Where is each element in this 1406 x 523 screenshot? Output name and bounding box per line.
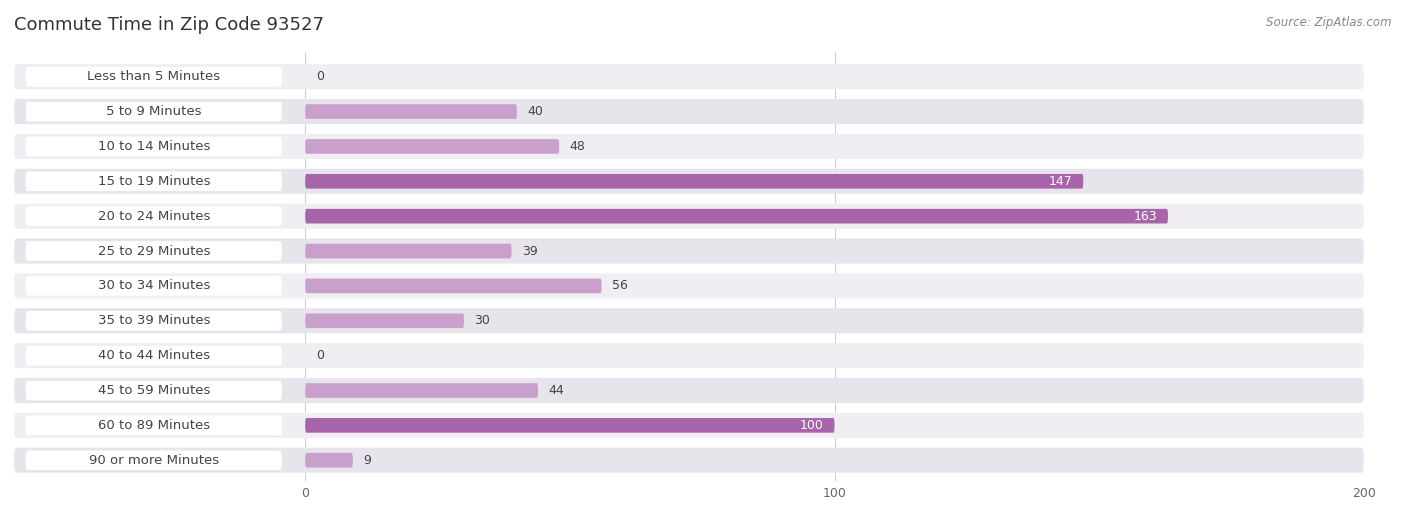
FancyBboxPatch shape	[14, 274, 1364, 299]
FancyBboxPatch shape	[25, 276, 281, 295]
Text: 10 to 14 Minutes: 10 to 14 Minutes	[97, 140, 209, 153]
FancyBboxPatch shape	[25, 102, 281, 121]
Text: 20 to 24 Minutes: 20 to 24 Minutes	[97, 210, 209, 223]
FancyBboxPatch shape	[14, 99, 1364, 124]
FancyBboxPatch shape	[305, 279, 602, 293]
FancyBboxPatch shape	[25, 346, 281, 366]
Text: 163: 163	[1133, 210, 1157, 223]
FancyBboxPatch shape	[14, 448, 1364, 473]
Text: 25 to 29 Minutes: 25 to 29 Minutes	[97, 245, 209, 257]
FancyBboxPatch shape	[14, 413, 1364, 438]
FancyBboxPatch shape	[25, 172, 281, 191]
FancyBboxPatch shape	[305, 139, 560, 154]
FancyBboxPatch shape	[14, 238, 1364, 264]
FancyBboxPatch shape	[25, 241, 281, 261]
Text: 40: 40	[527, 105, 543, 118]
FancyBboxPatch shape	[305, 313, 464, 328]
Text: 100: 100	[800, 419, 824, 432]
Text: 60 to 89 Minutes: 60 to 89 Minutes	[98, 419, 209, 432]
FancyBboxPatch shape	[305, 104, 517, 119]
FancyBboxPatch shape	[305, 418, 835, 433]
FancyBboxPatch shape	[14, 64, 1364, 89]
Text: 15 to 19 Minutes: 15 to 19 Minutes	[97, 175, 209, 188]
FancyBboxPatch shape	[305, 453, 353, 468]
Text: Source: ZipAtlas.com: Source: ZipAtlas.com	[1267, 16, 1392, 29]
FancyBboxPatch shape	[25, 381, 281, 400]
FancyBboxPatch shape	[305, 383, 538, 398]
Text: 0: 0	[316, 349, 323, 362]
Text: 56: 56	[612, 279, 628, 292]
FancyBboxPatch shape	[305, 209, 1168, 223]
Text: 90 or more Minutes: 90 or more Minutes	[89, 454, 219, 467]
FancyBboxPatch shape	[25, 450, 281, 470]
Text: 39: 39	[522, 245, 538, 257]
FancyBboxPatch shape	[14, 343, 1364, 368]
FancyBboxPatch shape	[14, 134, 1364, 159]
FancyBboxPatch shape	[305, 244, 512, 258]
FancyBboxPatch shape	[25, 416, 281, 435]
FancyBboxPatch shape	[14, 203, 1364, 229]
FancyBboxPatch shape	[14, 308, 1364, 333]
Text: 9: 9	[363, 454, 371, 467]
FancyBboxPatch shape	[14, 378, 1364, 403]
Text: 5 to 9 Minutes: 5 to 9 Minutes	[105, 105, 201, 118]
Text: 147: 147	[1049, 175, 1073, 188]
Text: 45 to 59 Minutes: 45 to 59 Minutes	[97, 384, 209, 397]
Text: 0: 0	[316, 70, 323, 83]
Text: 44: 44	[548, 384, 564, 397]
Text: Commute Time in Zip Code 93527: Commute Time in Zip Code 93527	[14, 16, 323, 33]
FancyBboxPatch shape	[25, 311, 281, 331]
Text: 30: 30	[475, 314, 491, 327]
Text: 40 to 44 Minutes: 40 to 44 Minutes	[98, 349, 209, 362]
FancyBboxPatch shape	[25, 137, 281, 156]
Text: 35 to 39 Minutes: 35 to 39 Minutes	[97, 314, 209, 327]
Text: 48: 48	[569, 140, 586, 153]
FancyBboxPatch shape	[25, 207, 281, 226]
FancyBboxPatch shape	[305, 174, 1083, 189]
FancyBboxPatch shape	[14, 169, 1364, 194]
Text: 30 to 34 Minutes: 30 to 34 Minutes	[97, 279, 209, 292]
Text: Less than 5 Minutes: Less than 5 Minutes	[87, 70, 221, 83]
FancyBboxPatch shape	[25, 67, 281, 86]
